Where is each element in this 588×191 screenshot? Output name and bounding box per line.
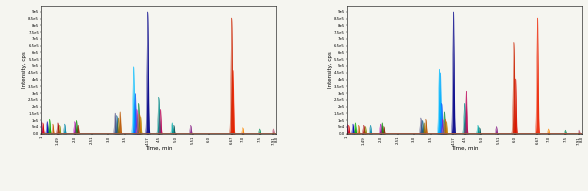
Y-axis label: Intensity, cps: Intensity, cps	[22, 51, 27, 88]
X-axis label: Time, min: Time, min	[451, 146, 478, 151]
Y-axis label: Intensity, cps: Intensity, cps	[328, 51, 333, 88]
X-axis label: Time, min: Time, min	[145, 146, 172, 151]
